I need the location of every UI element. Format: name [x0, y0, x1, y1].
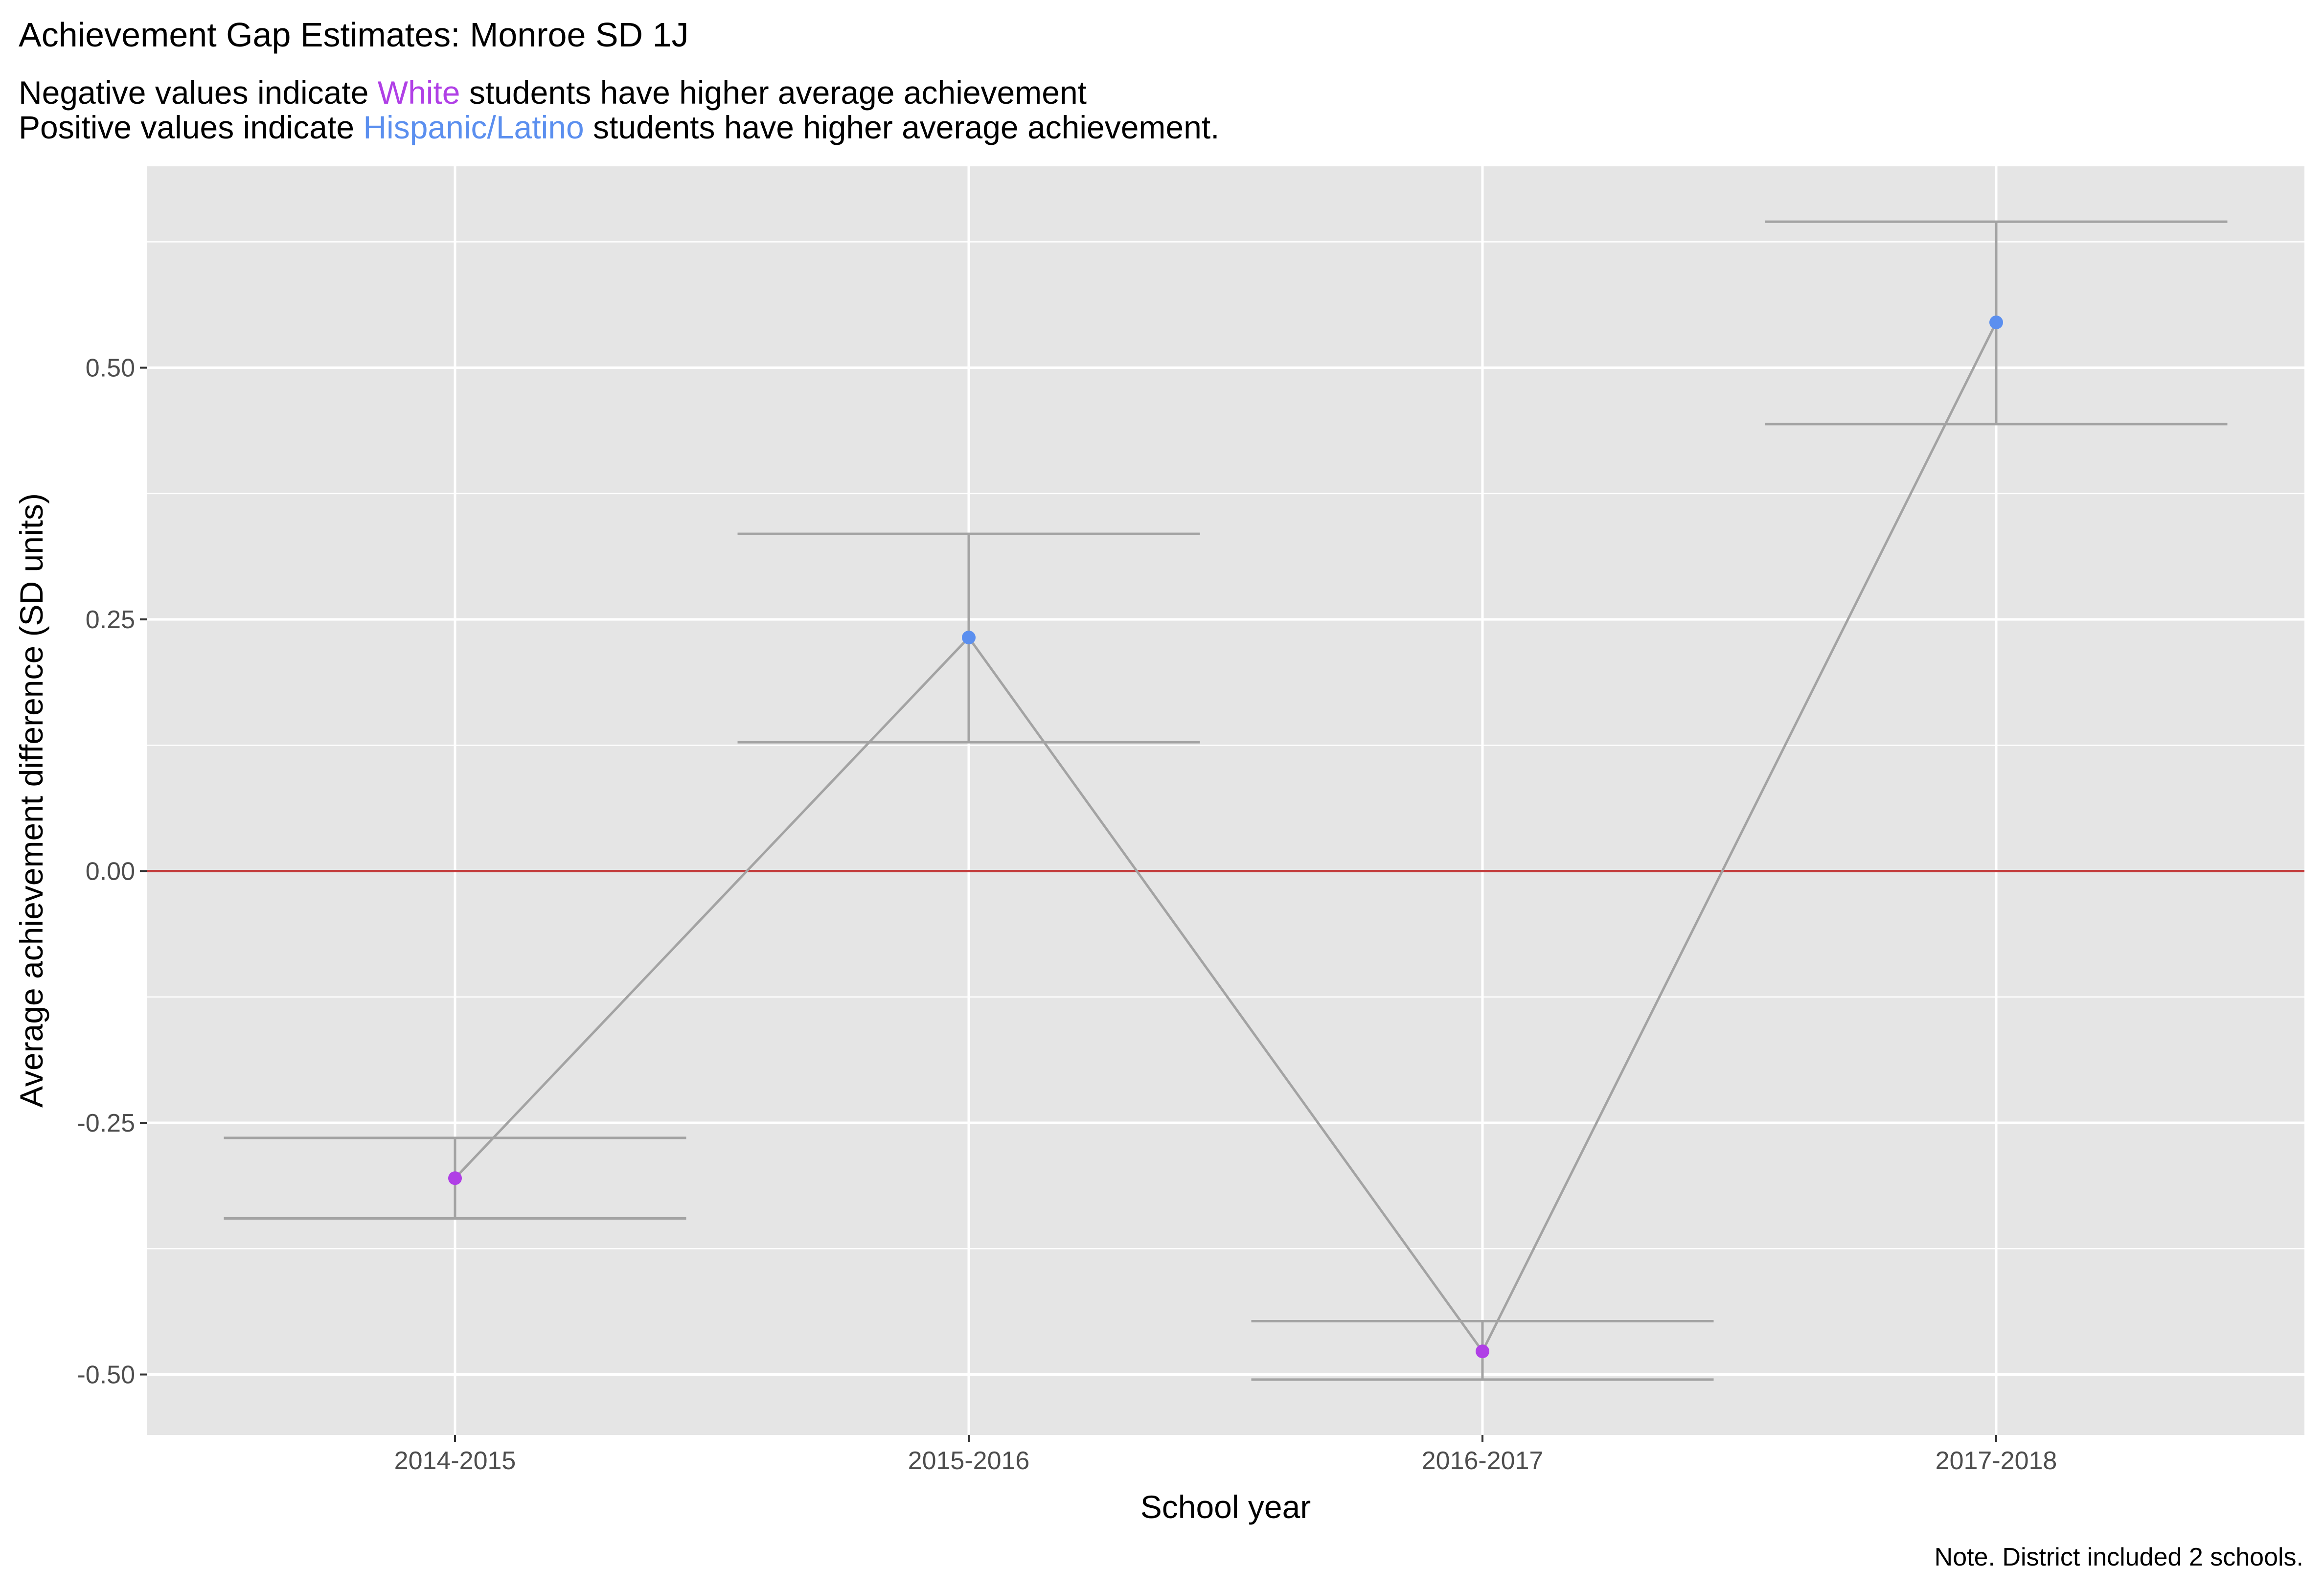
y-tick-label: 0.00 [86, 858, 135, 886]
chart-subtitle-line-1: Negative values indicate White students … [19, 74, 1087, 111]
subtitle-1-group: White [378, 74, 460, 111]
subtitle-2-suffix: students have higher average achievement… [584, 109, 1220, 145]
x-tick-label: 2016-2017 [1422, 1447, 1544, 1475]
data-point [1476, 1344, 1489, 1359]
major-gridlines [147, 166, 2304, 1435]
x-tick-label: 2015-2016 [908, 1447, 1030, 1475]
x-axis: 2014-2015 2015-2016 2016-2017 2017-2018 [394, 1435, 2057, 1475]
chart-title: Achievement Gap Estimates: Monroe SD 1J [19, 16, 688, 54]
data-point [962, 631, 976, 645]
y-tick-label: -0.50 [77, 1361, 135, 1389]
y-axis: -0.50 -0.25 0.00 0.25 0.50 [77, 354, 147, 1389]
subtitle-2-group: Hispanic/Latino [363, 109, 584, 145]
chart-caption: Note. District included 2 schools. [1935, 1543, 2303, 1571]
y-tick-label: 0.25 [86, 606, 135, 634]
chart-subtitle-line-2: Positive values indicate Hispanic/Latino… [19, 109, 1220, 145]
x-tick-label: 2017-2018 [1936, 1447, 2057, 1475]
x-axis-title: School year [1140, 1489, 1311, 1525]
y-tick-label: 0.50 [86, 354, 135, 383]
y-axis-title: Average achievement difference (SD units… [13, 493, 49, 1108]
series-line [454, 321, 1998, 1354]
data-points [448, 315, 2003, 1359]
data-point [448, 1171, 462, 1185]
y-tick-label: -0.25 [77, 1109, 135, 1137]
subtitle-1-prefix: Negative values indicate [19, 74, 378, 111]
plot-panel [147, 166, 2304, 1435]
subtitle-1-suffix: students have higher average achievement [460, 74, 1087, 111]
minor-gridlines [147, 241, 2304, 1249]
data-point [1989, 315, 2003, 329]
subtitle-2-prefix: Positive values indicate [19, 109, 363, 145]
x-tick-label: 2014-2015 [394, 1447, 516, 1475]
